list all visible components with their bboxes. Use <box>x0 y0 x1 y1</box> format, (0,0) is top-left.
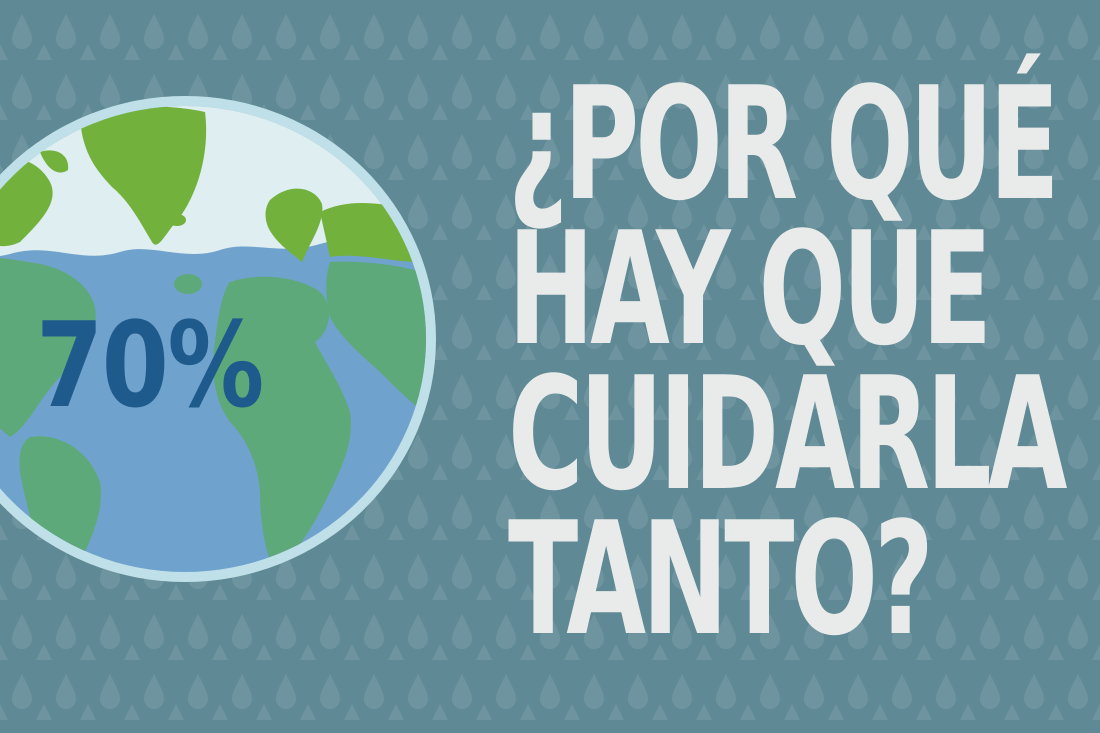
headline-line-2: HAY QUE <box>508 198 992 380</box>
headline-line-1: ¿POR QUÉ <box>508 53 1060 235</box>
headline-question: ¿POR QUÉ HAY QUE CUIDARLA TANTO? <box>508 53 1093 670</box>
earth-globe-icon <box>0 96 436 582</box>
headline-line-4: TANTO? <box>508 488 934 670</box>
headline-line-3: CUIDARLA <box>508 343 1067 525</box>
water-percentage-label: 70% <box>36 296 264 434</box>
